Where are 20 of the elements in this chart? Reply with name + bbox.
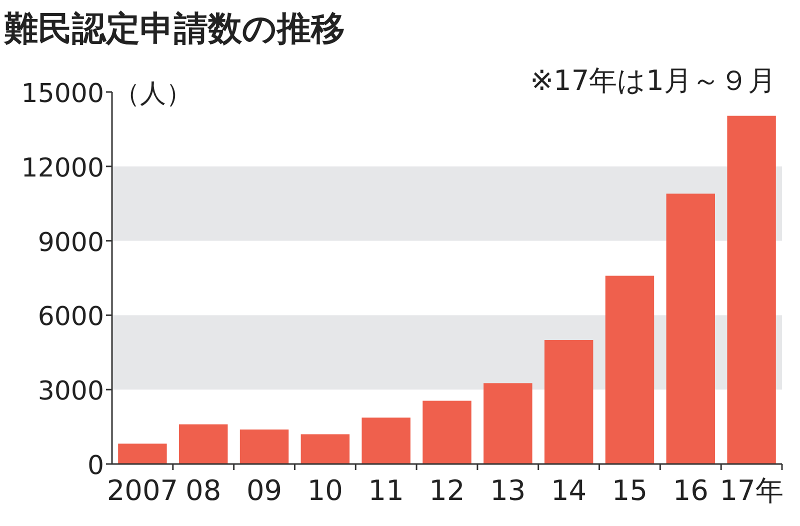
y-tick-label: 3000 — [38, 376, 104, 407]
y-tick-label: 12000 — [21, 153, 104, 184]
x-tick-label: 14 — [551, 474, 587, 507]
x-tick-label: 12 — [429, 474, 465, 507]
x-tick-label: 16 — [672, 474, 708, 507]
x-tick-label: 17年 — [720, 474, 784, 507]
x-tick-label: 09 — [246, 474, 282, 507]
y-tick-label: 6000 — [38, 302, 104, 332]
annotation: ※17年は1月～９月 — [530, 64, 776, 97]
x-tick-label: 08 — [186, 474, 222, 507]
y-axis-title: （人） — [114, 79, 192, 109]
y-tick-label: 15000 — [21, 79, 104, 109]
x-tick-label: 11 — [368, 474, 404, 507]
x-tick-label: 10 — [307, 474, 343, 507]
y-tick-label: 9000 — [38, 228, 104, 258]
x-tick-label: 13 — [490, 474, 526, 507]
y-tick-label: 0 — [87, 451, 104, 481]
chart-title: 難民認定申請数の推移 — [3, 9, 345, 49]
x-tick-label: 15 — [612, 474, 648, 507]
x-tick-label: 2007 — [106, 474, 178, 507]
